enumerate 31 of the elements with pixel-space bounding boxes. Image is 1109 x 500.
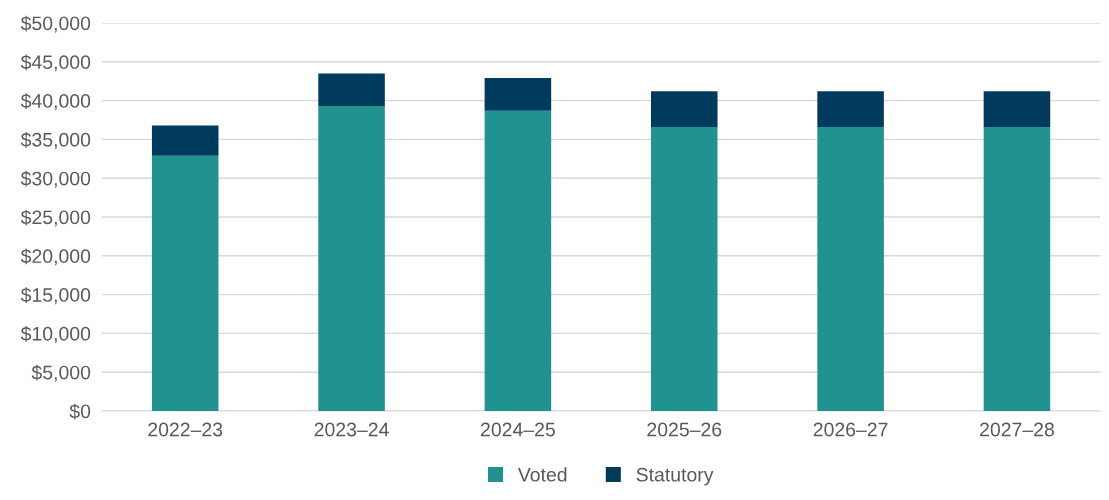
y-tick-label: $0 (69, 403, 91, 420)
y-tick-label: $35,000 (20, 132, 91, 149)
y-tick-label: $20,000 (20, 248, 91, 266)
bar (983, 91, 1051, 127)
y-tick-label: $50,000 (20, 15, 91, 33)
bar (484, 78, 552, 111)
x-tick-label: 2025–26 (647, 422, 722, 437)
bar (650, 91, 718, 127)
bar (484, 110, 552, 411)
y-tick-label: $15,000 (20, 287, 91, 305)
bar (318, 106, 385, 411)
x-tick-label: 2027–28 (980, 422, 1054, 437)
x-tick-label: 2024–25 (481, 422, 555, 437)
y-tick-label: $10,000 (20, 326, 91, 343)
bar (983, 126, 1051, 411)
bar (151, 155, 219, 411)
x-tick-label: 2026–27 (813, 422, 888, 437)
legend-label: Statutory (636, 467, 714, 486)
legend-label: Voted (517, 467, 567, 482)
y-tick-label: $25,000 (20, 209, 91, 227)
y-tick-label: $45,000 (20, 54, 91, 72)
x-tick-label: 2023–24 (314, 422, 389, 437)
bar (650, 126, 718, 411)
y-tick-label: $5,000 (31, 364, 91, 382)
bar (151, 125, 219, 156)
bar (817, 91, 884, 127)
bar (318, 73, 385, 107)
bar (817, 126, 884, 411)
y-tick-label: $40,000 (20, 93, 91, 111)
y-tick-label: $30,000 (20, 170, 91, 188)
x-tick-label: 2022–23 (148, 422, 223, 437)
